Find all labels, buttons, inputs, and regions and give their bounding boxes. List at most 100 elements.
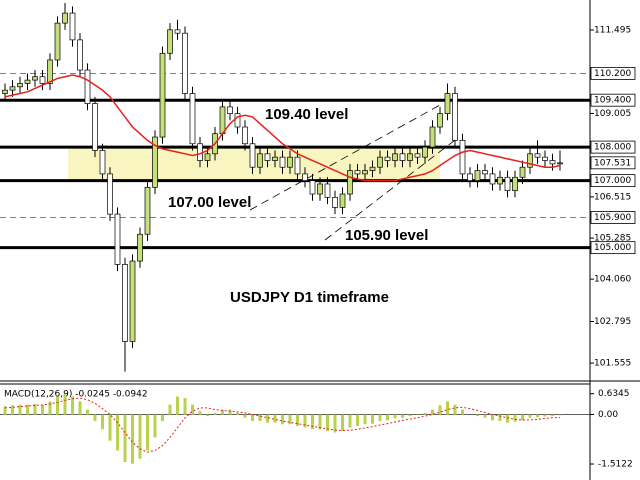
histogram-bar <box>558 414 562 416</box>
annotation: 109.40 level <box>265 106 348 123</box>
histogram-bar <box>498 414 502 422</box>
candle-body <box>167 29 173 54</box>
level-label: 107.000 <box>594 176 631 186</box>
histogram-bar <box>168 404 172 415</box>
histogram-bar <box>63 394 67 415</box>
candle-body <box>354 170 361 175</box>
moving-average <box>4 74 561 182</box>
candle-body <box>557 162 563 165</box>
level-label: 110.200 <box>594 69 631 79</box>
candle-body <box>542 156 548 161</box>
histogram-bar <box>101 414 104 430</box>
histogram-bar <box>378 414 382 422</box>
histogram-bar <box>461 409 464 415</box>
candle-body <box>347 170 353 195</box>
y-tick-label: 102.795 <box>594 317 631 327</box>
candle-body <box>24 79 31 84</box>
histogram-bar <box>528 414 532 418</box>
candle-body <box>99 150 106 175</box>
histogram-bar <box>41 404 44 415</box>
candle-body <box>137 233 143 262</box>
histogram-bar <box>326 414 329 431</box>
histogram-bar <box>333 414 337 433</box>
level-label: 105.000 <box>594 243 631 253</box>
candle-body <box>399 153 406 161</box>
y-tick-label: 0.6345 <box>598 389 630 399</box>
candle-body <box>362 170 368 175</box>
level-label-box <box>590 66 636 80</box>
histogram-bar <box>56 396 59 415</box>
candle-body <box>69 12 76 41</box>
candle-body <box>279 156 286 168</box>
channel-line <box>324 139 456 241</box>
level-label-box <box>590 93 636 107</box>
candle-body <box>452 93 458 141</box>
candle-body <box>122 264 128 342</box>
histogram-bar <box>228 409 232 415</box>
candle-body <box>317 183 323 195</box>
histogram-bar <box>131 414 134 464</box>
candle-body <box>159 52 166 138</box>
histogram-bar <box>251 414 254 422</box>
candle-body <box>257 153 263 168</box>
candle-body <box>504 176 511 192</box>
histogram-bar <box>48 401 52 415</box>
candle-body <box>444 93 451 114</box>
y-tick-label: 111.495 <box>594 25 631 35</box>
candle-body <box>474 170 481 181</box>
candle-body <box>482 170 488 175</box>
candle-body <box>414 153 421 158</box>
candle-body <box>114 213 121 265</box>
candle-body <box>377 156 383 168</box>
candle-body <box>497 176 503 185</box>
candle-body <box>422 146 428 158</box>
macd-title: MACD(12,26,9) -0.0245 -0.0942 <box>4 390 148 400</box>
histogram-bar <box>453 404 457 415</box>
candle-body <box>332 197 338 208</box>
annotation: 105.90 level <box>345 227 428 244</box>
channel-line <box>249 104 441 211</box>
candle-body <box>9 86 16 91</box>
histogram-bar <box>18 404 22 415</box>
histogram-bar <box>386 414 389 421</box>
histogram-bar <box>243 414 247 418</box>
histogram-bar <box>431 409 434 415</box>
level-label-box <box>590 156 636 170</box>
histogram-bar <box>78 401 82 415</box>
histogram-bar <box>536 414 539 418</box>
histogram-bar <box>3 406 7 415</box>
histogram-bar <box>86 409 89 415</box>
histogram-bar <box>161 414 164 422</box>
histogram-bar <box>206 414 209 417</box>
histogram-bar <box>491 414 494 421</box>
candle-body <box>287 156 293 168</box>
histogram-bar <box>551 414 554 417</box>
y-tick-label: -1.5122 <box>598 460 633 470</box>
y-tick-label: 101.555 <box>594 359 631 369</box>
candle-body <box>144 186 151 235</box>
histogram-bar <box>506 414 509 423</box>
histogram-bar <box>258 414 262 422</box>
candle-body <box>429 126 436 148</box>
histogram-bar <box>183 398 187 415</box>
histogram-bar <box>221 409 224 415</box>
level-label: 108.000 <box>594 143 631 153</box>
histogram-bar <box>423 412 427 415</box>
histogram-bar <box>146 414 149 451</box>
histogram-bar <box>108 414 112 441</box>
candle-body <box>174 29 181 34</box>
candle-body <box>264 153 271 161</box>
candle-body <box>107 173 113 215</box>
candle-body <box>489 173 496 185</box>
candle-body <box>17 83 23 88</box>
level-label: 109.400 <box>594 96 631 106</box>
histogram-bar <box>408 414 412 417</box>
candle-body <box>152 136 158 188</box>
candle-body <box>294 156 301 175</box>
histogram-bar <box>393 414 397 419</box>
candle-body <box>62 12 68 24</box>
histogram-bar <box>513 414 517 422</box>
candle-body <box>182 32 188 94</box>
histogram-bar <box>521 414 524 421</box>
